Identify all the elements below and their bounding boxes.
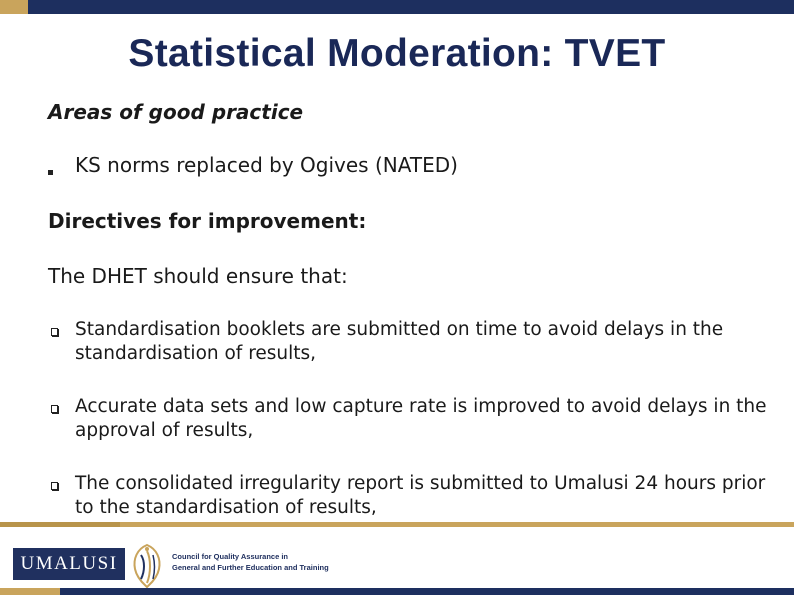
footer: UMALUSI Council for Quality Assurance in…	[0, 527, 794, 595]
directive-text: Accurate data sets and low capture rate …	[75, 396, 767, 441]
bottom-banner-accent	[0, 588, 60, 595]
directive-item: Accurate data sets and low capture rate …	[48, 395, 768, 443]
footer-divider-accent	[0, 522, 120, 527]
top-banner-accent	[0, 0, 28, 14]
directive-text: The consolidated irregularity report is …	[75, 473, 766, 518]
directives-intro: The DHET should ensure that:	[48, 264, 348, 288]
directive-item: Standardisation booklets are submitted o…	[48, 318, 768, 366]
box-bullet-icon	[51, 328, 58, 336]
bottom-banner	[0, 588, 794, 595]
box-bullet-icon	[51, 482, 58, 490]
footer-divider	[0, 522, 794, 527]
org-name-line1: Council for Quality Assurance in	[172, 552, 288, 561]
directives-heading: Directives for improvement:	[48, 209, 367, 233]
directive-text: Standardisation booklets are submitted o…	[75, 319, 724, 364]
box-bullet-icon	[51, 405, 58, 413]
areas-heading: Areas of good practice	[48, 100, 304, 124]
org-name: Council for Quality Assurance in General…	[172, 551, 329, 573]
umalusi-logo: UMALUSI	[13, 548, 125, 580]
bullet-icon	[48, 170, 53, 175]
org-name-line2: General and Further Education and Traini…	[172, 563, 329, 572]
directive-item: The consolidated irregularity report is …	[48, 472, 768, 520]
umalusi-emblem-icon	[133, 543, 161, 589]
slide-title: Statistical Moderation: TVET	[128, 32, 666, 75]
good-practice-item: KS norms replaced by Ogives (NATED)	[75, 153, 458, 177]
top-banner	[0, 0, 794, 14]
directives-list: Standardisation booklets are submitted o…	[48, 318, 768, 549]
